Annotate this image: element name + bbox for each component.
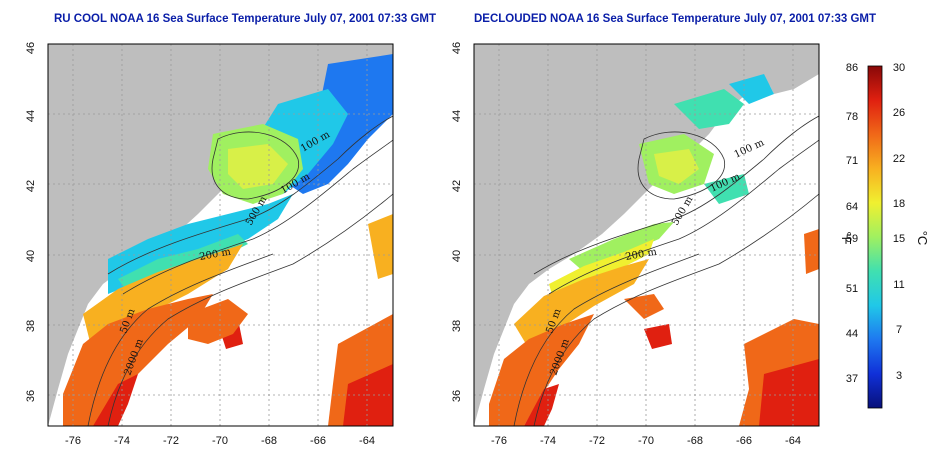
lat-tick: 46 bbox=[25, 42, 37, 54]
lon-tick: -70 bbox=[638, 435, 654, 447]
c-tick: 26 bbox=[893, 107, 905, 119]
c-tick: 3 bbox=[896, 370, 902, 382]
lon-tick: -64 bbox=[359, 435, 375, 447]
lat-tick: 44 bbox=[25, 110, 37, 122]
c-tick: 11 bbox=[893, 279, 904, 291]
right-lon-ticks: -76 -74 -72 -70 -68 -66 -64 bbox=[491, 435, 801, 447]
c-tick: 30 bbox=[893, 62, 905, 74]
colorbar: 86 78 71 64 59 51 44 37 30 26 22 18 15 1… bbox=[839, 62, 930, 409]
f-tick: 71 bbox=[846, 155, 858, 167]
lon-tick: -76 bbox=[491, 435, 507, 447]
lon-tick: -72 bbox=[163, 435, 179, 447]
f-tick: 64 bbox=[846, 201, 858, 213]
lon-tick: -70 bbox=[212, 435, 228, 447]
celsius-ticks: 30 26 22 18 15 11 7 3 bbox=[893, 62, 905, 382]
lat-tick: 42 bbox=[25, 180, 37, 192]
right-map: 100 m 100 m 500 m 200 m 50 m 2000 m bbox=[473, 43, 820, 427]
f-tick: 44 bbox=[846, 328, 858, 340]
lat-tick: 40 bbox=[25, 250, 37, 262]
colorbar-ramp bbox=[867, 65, 883, 409]
f-tick: 51 bbox=[846, 283, 858, 295]
left-grid bbox=[48, 44, 393, 426]
lat-tick: 36 bbox=[25, 390, 37, 402]
right-lat-ticks: 46 44 42 40 38 36 bbox=[451, 42, 463, 402]
lon-tick: -74 bbox=[114, 435, 130, 447]
lat-tick: 46 bbox=[451, 42, 463, 54]
f-tick: 78 bbox=[846, 111, 858, 123]
c-tick: 15 bbox=[893, 233, 905, 245]
fahrenheit-unit: °F bbox=[839, 231, 854, 244]
lat-tick: 36 bbox=[451, 390, 463, 402]
lon-tick: -66 bbox=[310, 435, 326, 447]
left-lon-ticks: -76 -74 -72 -70 -68 -66 -64 bbox=[65, 435, 375, 447]
celsius-unit: °C bbox=[915, 231, 930, 246]
right-panel-title: DECLOUDED NOAA 16 Sea Surface Temperatur… bbox=[474, 13, 876, 25]
f-tick: 59 bbox=[846, 233, 858, 245]
lat-tick: 38 bbox=[25, 320, 37, 332]
right-grid bbox=[474, 44, 819, 426]
lat-tick: 42 bbox=[451, 180, 463, 192]
c-tick: 22 bbox=[893, 153, 905, 165]
lon-tick: -64 bbox=[785, 435, 801, 447]
lat-tick: 40 bbox=[451, 250, 463, 262]
f-tick: 86 bbox=[846, 62, 858, 74]
land-mass bbox=[48, 44, 378, 426]
lon-tick: -76 bbox=[65, 435, 81, 447]
lon-tick: -72 bbox=[589, 435, 605, 447]
left-map: 100 m 100 m 500 m 200 m 50 m 2000 m bbox=[47, 43, 394, 427]
lat-tick: 44 bbox=[451, 110, 463, 122]
lat-tick: 38 bbox=[451, 320, 463, 332]
f-tick: 37 bbox=[846, 373, 858, 385]
lon-tick: -74 bbox=[540, 435, 556, 447]
left-lat-ticks: 46 44 42 40 38 36 bbox=[25, 42, 37, 402]
left-panel-title: RU COOL NOAA 16 Sea Surface Temperature … bbox=[54, 13, 436, 25]
c-tick: 18 bbox=[893, 198, 905, 210]
land-mass bbox=[474, 44, 804, 426]
right-contours bbox=[513, 115, 819, 426]
lon-tick: -68 bbox=[687, 435, 703, 447]
lon-tick: -68 bbox=[261, 435, 277, 447]
fahrenheit-ticks: 86 78 71 64 59 51 44 37 bbox=[846, 62, 858, 385]
left-contours bbox=[87, 115, 393, 426]
lon-tick: -66 bbox=[736, 435, 752, 447]
c-tick: 7 bbox=[896, 324, 902, 336]
